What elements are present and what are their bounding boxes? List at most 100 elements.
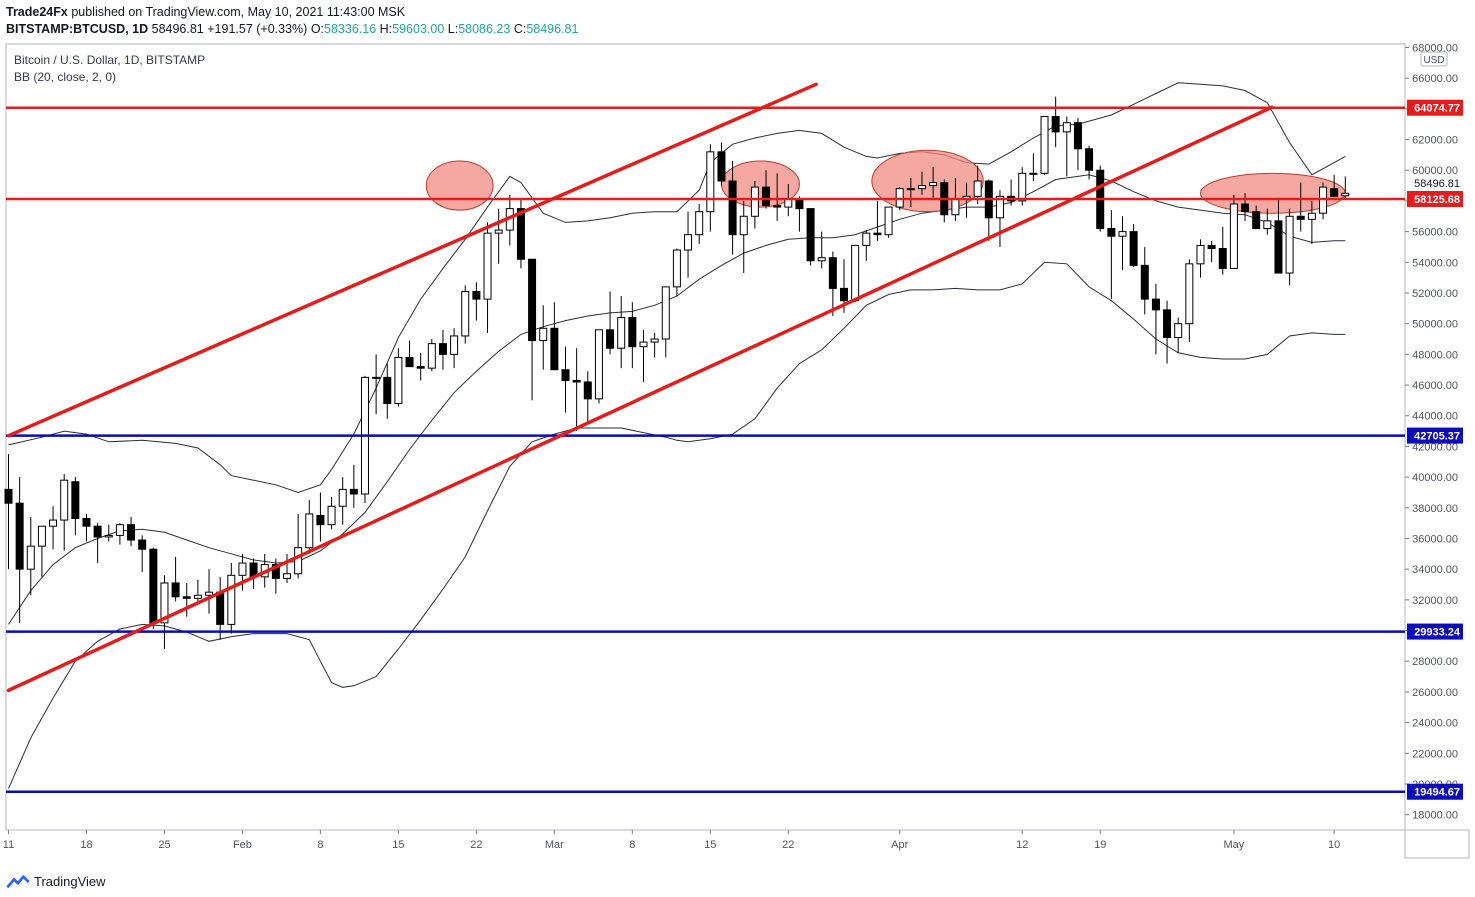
channel-trendline[interactable] [6,105,1274,693]
open-value: 58336.16 [324,22,377,36]
time-axis: 11 18 25 Feb 8 15 22 Mar 8 15 22 Apr 12 19 May 10 [3,830,1340,851]
candle-body [427,343,436,369]
trendlines [6,82,1274,693]
candle-body [383,376,392,404]
candle-body [561,369,570,381]
time-tick-label: 11 [3,839,14,851]
bb-lower-line [8,261,1346,789]
candle-body [193,594,202,599]
candle-body [461,290,470,337]
price-tick-label: 50000.00 [1412,319,1458,331]
candle-body [1040,116,1049,174]
currency-label: USD [1423,55,1444,66]
candle-body [617,317,626,349]
candle-body [205,591,214,596]
close-label: C: [513,22,527,36]
price-tick-label: 42000.00 [1412,441,1458,453]
price-tick-label: 28000.00 [1412,656,1458,668]
candles [4,96,1350,649]
candle-body [1129,231,1138,266]
time-tick-label: 15 [704,839,716,851]
candle-body [149,548,158,624]
candle-body [160,582,169,624]
candle-body [750,186,759,217]
candle-body [49,519,58,527]
low-value: 58086.23 [458,22,511,36]
candle-body [316,514,325,526]
candle-body [171,582,180,598]
candle-body [4,488,13,504]
candle-body [182,596,191,599]
candle-body [1274,220,1283,274]
publisher-name[interactable]: Trade24Fx [6,5,68,19]
candle-body [873,232,882,236]
candle-body [1218,247,1227,269]
candle-body [338,488,347,507]
legend-indicator[interactable]: BB (20, close, 2, 0) [14,70,117,84]
candle-body [1118,231,1127,237]
candle-body [929,182,938,187]
candle-body [1174,323,1183,338]
bollinger-bands [8,82,1346,789]
candle-body [1073,122,1082,150]
price-tags: 58496.81 64074.77 58125.68 42705.37 29933.24… [1407,99,1463,800]
price-tick-label: 54000.00 [1412,257,1458,269]
candle-body [973,180,982,197]
bb-middle-line [8,174,1346,625]
candle-body [71,481,80,520]
footer-brand[interactable]: TradingView [6,874,106,889]
candle-body [1107,228,1116,237]
price-tick-label: 46000.00 [1412,380,1458,392]
candle-body [227,574,236,625]
candle-body [1140,264,1149,300]
candle-body [216,591,225,625]
candle-body [283,573,291,579]
candle-body [405,356,414,368]
time-tick-label: Apr [891,839,908,851]
currency-badge[interactable]: USD [1420,51,1448,67]
published-text: published on TradingView.com, May 10, 20… [71,5,406,19]
price-tick-label: 32000.00 [1412,595,1458,607]
candle-body [305,513,314,549]
price-tick-label: 56000.00 [1412,227,1458,239]
last-price: 58496.81 [151,22,204,36]
candle-body [951,198,960,216]
legend-title[interactable]: Bitcoin / U.S. Dollar, 1D, BITSTAMP [14,53,206,67]
candle-body [639,341,648,348]
candle-body [1285,215,1294,274]
candle-body [684,234,693,251]
candle-body [1151,298,1160,311]
candle-body [472,290,481,300]
price-tick-label: 34000.00 [1412,564,1458,576]
time-tick-label: 22 [470,839,482,851]
price-tick-label: 24000.00 [1412,718,1458,730]
candle-body [294,547,303,575]
candle-body [739,215,748,236]
candle-body [583,381,592,400]
time-tick-label: 8 [629,839,635,851]
close-value: 58496.81 [526,22,579,36]
time-tick-label: 25 [158,839,170,851]
candle-body [438,343,447,355]
last-price-tag-label: 58496.81 [1414,178,1460,190]
candle-body [1196,244,1205,265]
channel-trendline[interactable] [6,82,818,438]
candle-body [238,562,247,576]
plot-area [5,43,1406,831]
price-tick-label: 22000.00 [1412,748,1458,760]
candle-body [271,564,280,579]
candle-body [1330,188,1339,197]
time-tick-label: May [1224,839,1245,851]
candle-body [37,525,46,547]
candle-body [606,329,615,349]
candle-body [138,539,147,550]
candle-body [483,232,492,300]
candle-body [450,335,459,355]
candle-body [762,186,771,207]
time-tick-label: 19 [1094,839,1106,851]
axis-corner [1404,829,1470,859]
currency-badge-box [1420,51,1448,67]
candle-body [1051,116,1060,133]
level-price-tag-label: 58125.68 [1414,194,1460,206]
